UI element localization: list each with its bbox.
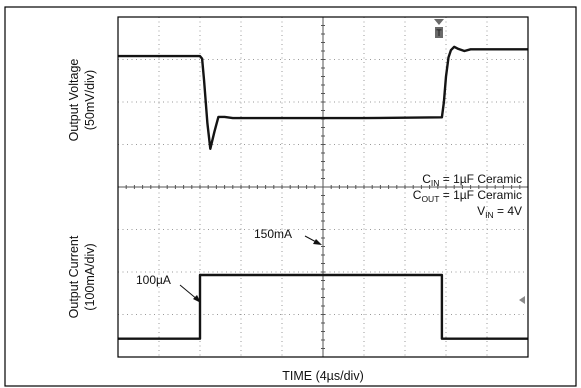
figure-border [4, 6, 577, 387]
ylabel-bottom-line1: Output Current [67, 235, 81, 318]
vin-annotation: VIN = 4V [477, 204, 522, 220]
ylabel-top-line1: Output Voltage [67, 59, 81, 142]
cin-annotation: CIN = 1µF Ceramic [422, 172, 522, 188]
grid [117, 16, 529, 358]
trigger-marker-icon: T [434, 19, 444, 38]
traces [118, 45, 528, 340]
ground-marker-icon [519, 296, 525, 304]
plot-frame [117, 16, 529, 358]
ylabel-top-line2: (50mV/div) [83, 70, 97, 130]
xlabel: TIME (4µs/div) [282, 369, 364, 383]
current-low-arrowhead [193, 295, 201, 303]
svg-text:T: T [436, 28, 442, 38]
current-high-arrowhead [313, 239, 322, 245]
trace-panel-0-series-0 [118, 45, 528, 151]
cout-annotation: COUT = 1µF Ceramic [413, 188, 522, 204]
current-low-label: 100µA [136, 273, 171, 287]
current-high-label: 150mA [254, 227, 292, 241]
ylabel-bottom-line2: (100mA/div) [83, 243, 97, 310]
trace-panel-1-series-0 [118, 273, 528, 340]
